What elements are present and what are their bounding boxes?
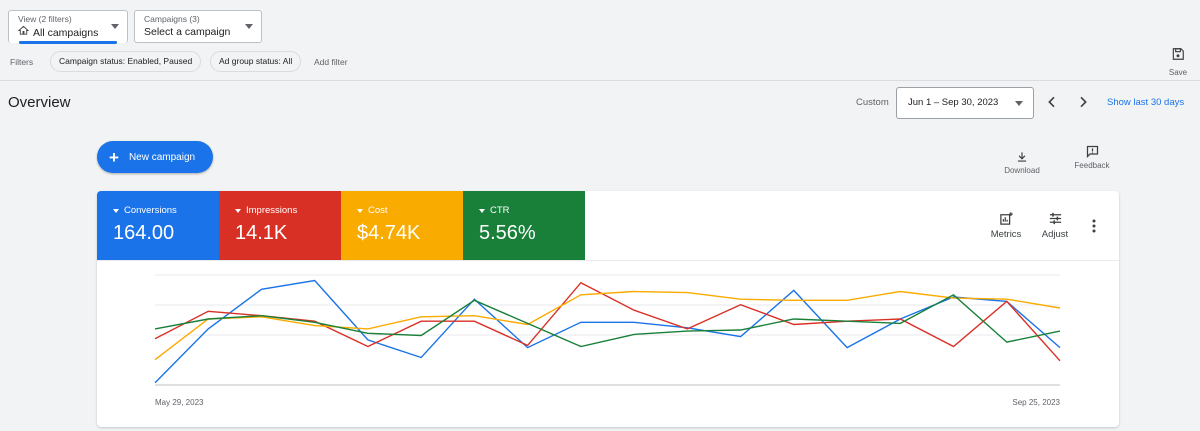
- save-icon: [1171, 48, 1185, 65]
- more-vert-icon: [1092, 219, 1096, 233]
- series-line-conversions: [154, 279, 1061, 384]
- metrics-label: Metrics: [990, 229, 1022, 240]
- x-tick-label-end: Sep 25, 2023: [1012, 398, 1060, 407]
- date-range-type-label: Custom: [856, 97, 889, 108]
- performance-chart: May 29, 2023 Sep 25, 2023: [97, 261, 1119, 427]
- download-label: Download: [1004, 166, 1040, 175]
- tune-icon: [1048, 212, 1063, 229]
- save-label: Save: [1168, 68, 1188, 77]
- line-chart: May 29, 2023 Sep 25, 2023: [154, 274, 1061, 407]
- adjust-label: Adjust: [1041, 229, 1069, 240]
- metric-value: 164.00: [113, 222, 175, 244]
- dropdown-icon: [479, 208, 485, 213]
- date-range-value: Jun 1 – Sep 30, 2023: [908, 97, 999, 108]
- metric-name: Conversions: [124, 205, 177, 216]
- active-indicator: [19, 41, 117, 44]
- plus-icon: +: [109, 147, 119, 167]
- performance-card: Conversions 164.00 Impressions 14.1K Cos…: [97, 191, 1119, 427]
- add-filter-button[interactable]: Add filter: [314, 57, 348, 67]
- feedback-button[interactable]: Feedback: [1070, 144, 1114, 170]
- feedback-label: Feedback: [1074, 161, 1110, 170]
- more-options-button[interactable]: [1091, 219, 1097, 238]
- chevron-left-icon: [1048, 96, 1055, 108]
- chevron-down-icon: [245, 24, 253, 29]
- previous-period-button[interactable]: [1044, 94, 1060, 110]
- metrics-button[interactable]: Metrics: [987, 211, 1025, 240]
- metric-value: 14.1K: [235, 222, 288, 244]
- date-range-picker[interactable]: Jun 1 – Sep 30, 2023: [896, 87, 1034, 119]
- view-selector-value: All campaigns: [33, 26, 99, 39]
- series-line-cost: [154, 290, 1061, 361]
- download-button[interactable]: Download: [1000, 150, 1044, 175]
- dropdown-icon: [113, 208, 119, 213]
- new-campaign-label: New campaign: [128, 151, 196, 163]
- adjust-button[interactable]: Adjust: [1037, 211, 1073, 240]
- chevron-right-icon: [1080, 96, 1087, 108]
- chevron-down-icon: [1015, 101, 1023, 106]
- x-tick-label-start: May 29, 2023: [155, 398, 204, 407]
- view-selector[interactable]: View (2 filters) All campaigns: [8, 10, 128, 44]
- feedback-icon: [1085, 145, 1100, 161]
- new-campaign-button[interactable]: + New campaign: [97, 141, 213, 173]
- view-selector-label: View (2 filters): [18, 14, 72, 24]
- metric-tile-impressions[interactable]: Impressions 14.1K: [219, 191, 341, 260]
- filters-label: Filters: [10, 57, 34, 67]
- page-title: Overview: [8, 94, 71, 111]
- chevron-down-icon: [111, 24, 119, 29]
- show-last-30-days-link[interactable]: Show last 30 days: [1107, 97, 1185, 108]
- metric-value: $4.74K: [357, 222, 421, 244]
- dropdown-icon: [357, 208, 363, 213]
- download-icon: [1015, 152, 1029, 166]
- series-line-ctr: [154, 293, 1061, 348]
- dropdown-icon: [235, 208, 241, 213]
- home-icon: [17, 25, 30, 41]
- campaign-selector-label: Campaigns (3): [144, 14, 200, 24]
- header-divider: [0, 80, 1200, 81]
- metric-tile-ctr[interactable]: CTR 5.56%: [463, 191, 585, 260]
- tiles-divider: [97, 260, 1119, 261]
- metric-tile-conversions[interactable]: Conversions 164.00: [97, 191, 219, 260]
- series-line-impressions: [154, 281, 1061, 362]
- next-period-button[interactable]: [1075, 94, 1091, 110]
- metrics-icon: [999, 212, 1014, 229]
- metric-name: CTR: [490, 205, 510, 216]
- campaign-selector-value: Select a campaign: [144, 26, 231, 38]
- campaign-selector[interactable]: Campaigns (3) Select a campaign: [134, 10, 262, 43]
- metric-name: Impressions: [246, 205, 298, 216]
- metric-value: 5.56%: [479, 222, 536, 244]
- filter-chip-campaign-status[interactable]: Campaign status: Enabled, Paused: [50, 51, 202, 72]
- filter-chip-ad-group-status[interactable]: Ad group status: All: [210, 51, 302, 72]
- save-button[interactable]: Save: [1166, 47, 1190, 77]
- metric-tiles: Conversions 164.00 Impressions 14.1K Cos…: [97, 191, 585, 260]
- metric-name: Cost: [368, 205, 388, 216]
- metric-tile-cost[interactable]: Cost $4.74K: [341, 191, 463, 260]
